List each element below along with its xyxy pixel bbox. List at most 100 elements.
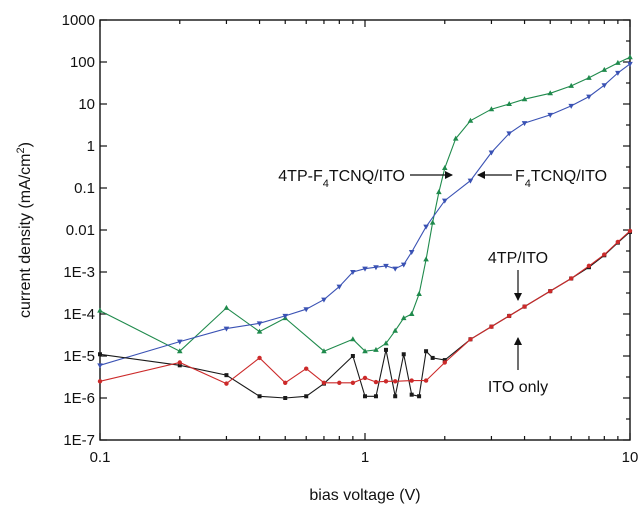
- y-tick-label: 1E-7: [63, 432, 95, 449]
- x-axis-title: bias voltage (V): [309, 487, 420, 504]
- data-point: [97, 379, 103, 384]
- data-point: [436, 189, 442, 195]
- y-tick-label: 1000: [62, 12, 95, 29]
- data-point: [601, 83, 608, 89]
- data-point: [488, 106, 495, 112]
- data-point: [304, 394, 309, 399]
- label-4tp-f4tcnq-ito-sub: 4: [323, 178, 329, 190]
- data-point: [602, 252, 607, 257]
- data-point: [442, 358, 447, 363]
- data-point: [586, 94, 592, 100]
- data-point: [321, 348, 327, 354]
- y-axis-title-main: current density (mA/cm: [17, 153, 34, 317]
- label-4tp-f4tcnq-ito-a: 4TP-F: [278, 168, 323, 185]
- y-tick-label: 100: [70, 54, 95, 71]
- data-point: [467, 117, 474, 123]
- data-point: [442, 360, 447, 365]
- data-point: [627, 54, 633, 60]
- data-point: [98, 352, 102, 357]
- series-layer: [97, 54, 633, 400]
- data-point: [393, 394, 398, 399]
- data-point: [350, 270, 356, 275]
- annotation-arrows: [410, 171, 522, 370]
- data-point: [441, 198, 448, 204]
- data-point: [257, 355, 262, 361]
- data-point: [506, 313, 512, 319]
- data-point: [627, 228, 633, 234]
- label-f4tcnq-ito: F4TCNQ/ITO: [515, 168, 607, 190]
- data-point: [176, 348, 183, 354]
- data-point: [408, 311, 415, 316]
- y-tick-label: 0.1: [74, 180, 95, 197]
- data-point: [282, 313, 289, 319]
- data-point: [283, 380, 288, 386]
- data-point: [521, 96, 528, 102]
- y-axis-title-sup: 2: [15, 147, 27, 153]
- data-point: [452, 135, 459, 141]
- data-point: [401, 352, 406, 357]
- data-point: [363, 394, 367, 399]
- data-point: [362, 266, 368, 272]
- data-point: [336, 284, 343, 290]
- x-tick-label: 0.1: [90, 449, 111, 466]
- data-point: [362, 348, 368, 354]
- x-tick-label: 1: [361, 449, 369, 466]
- data-point: [409, 378, 414, 383]
- y-tick-label: 1E-6: [63, 390, 95, 407]
- x-tick-label: 10: [622, 449, 639, 466]
- label-f4tcnq-ito-sub: 4: [525, 178, 531, 190]
- data-point: [615, 239, 621, 245]
- y-axis-title: current density (mA/cm2): [15, 142, 34, 318]
- data-point: [283, 396, 288, 400]
- series-line: [99, 63, 631, 366]
- data-point: [392, 266, 398, 272]
- data-point: [522, 304, 527, 309]
- series-line: [99, 230, 631, 385]
- data-point: [548, 288, 553, 294]
- data-point: [615, 59, 621, 65]
- label-4tp-f4tcnq-ito-b: TCNQ/ITO: [329, 168, 405, 185]
- data-point: [224, 373, 229, 378]
- data-point: [223, 326, 230, 332]
- data-point: [409, 392, 414, 397]
- data-point: [615, 70, 621, 76]
- data-point: [321, 297, 327, 303]
- data-point: [400, 315, 407, 321]
- data-point: [506, 131, 512, 137]
- data-point: [627, 61, 633, 67]
- data-point: [392, 379, 398, 384]
- data-point: [521, 121, 528, 127]
- data-point: [383, 347, 388, 352]
- annotations: 4TP-F4TCNQ/ITO F4TCNQ/ITO 4TP/ITO ITO on…: [278, 168, 607, 396]
- y-tick-label: 0.01: [66, 222, 95, 239]
- data-point: [430, 355, 435, 360]
- label-f4tcnq-ito-b: TCNQ/ITO: [531, 168, 607, 185]
- data-point: [350, 336, 356, 342]
- data-point: [256, 321, 263, 327]
- data-point: [350, 354, 355, 358]
- data-point: [224, 381, 229, 386]
- data-point: [468, 337, 473, 342]
- data-point: [373, 394, 378, 399]
- data-point: [400, 262, 407, 268]
- data-point: [506, 101, 512, 106]
- data-point: [408, 249, 415, 255]
- data-point: [373, 265, 379, 271]
- y-tick-label: 1E-3: [63, 264, 95, 281]
- data-point: [547, 90, 554, 96]
- data-point: [586, 74, 592, 80]
- axis-ticks: 10001001010.10.011E-31E-41E-51E-61E-70.1…: [62, 12, 639, 466]
- data-point: [417, 394, 422, 399]
- data-point: [423, 256, 429, 262]
- data-point: [547, 112, 554, 118]
- data-point: [383, 340, 389, 346]
- y-tick-label: 1: [87, 138, 95, 155]
- data-point: [373, 379, 379, 385]
- y-tick-label: 1E-5: [63, 348, 95, 365]
- data-point: [350, 380, 356, 386]
- data-point: [373, 346, 379, 352]
- data-point: [568, 103, 575, 109]
- data-point: [383, 379, 389, 384]
- series-line: [99, 231, 631, 399]
